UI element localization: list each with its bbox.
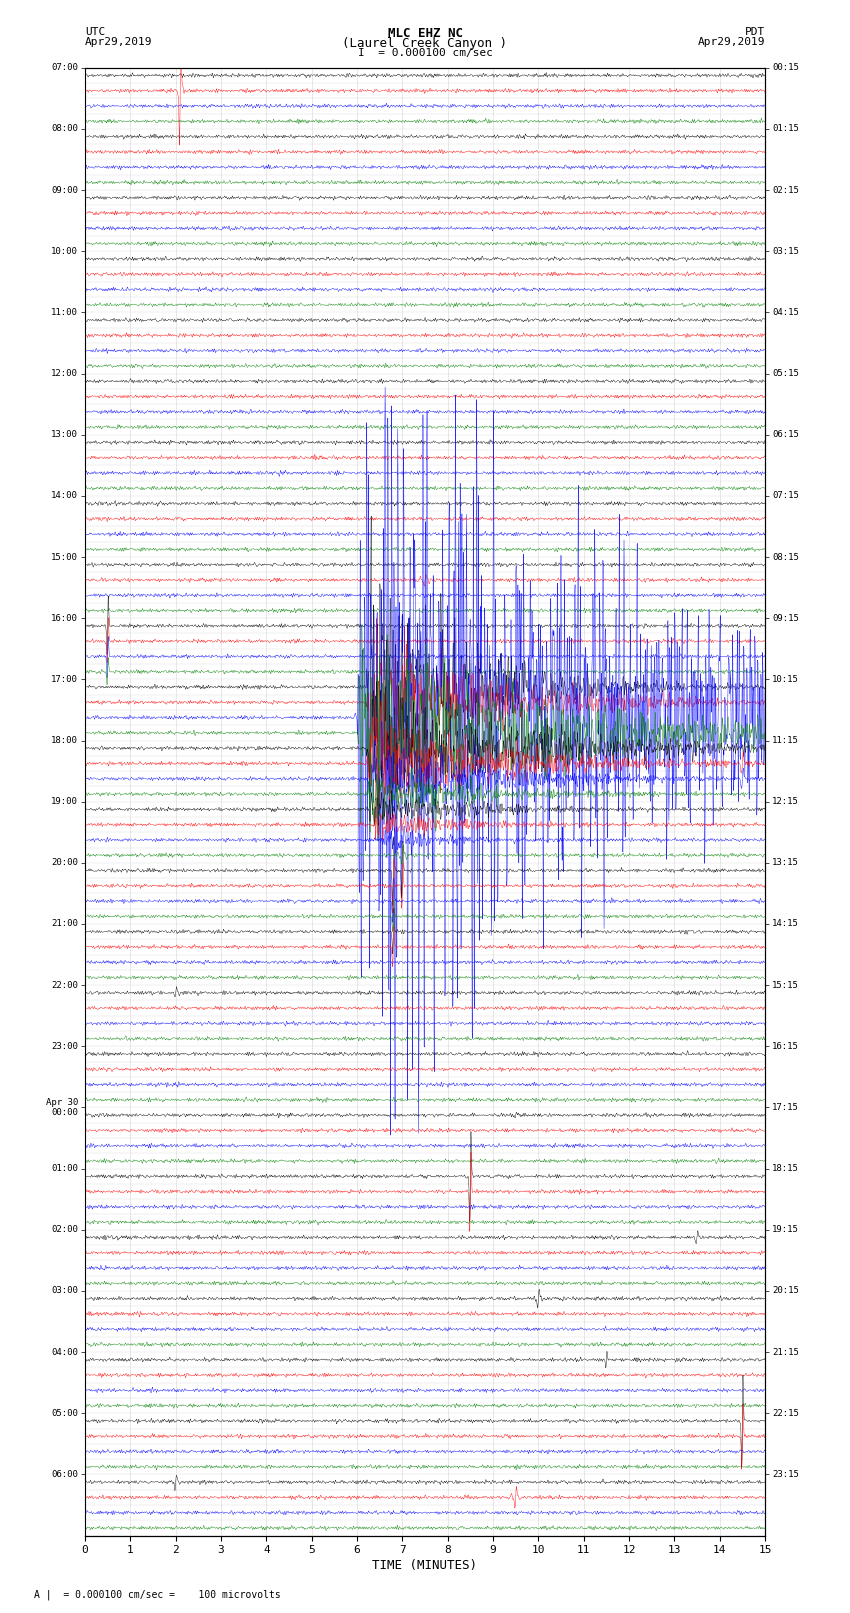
X-axis label: TIME (MINUTES): TIME (MINUTES) [372,1560,478,1573]
Text: Apr29,2019: Apr29,2019 [85,37,152,47]
Text: PDT: PDT [745,26,765,37]
Text: UTC: UTC [85,26,105,37]
Text: Apr29,2019: Apr29,2019 [698,37,765,47]
Text: MLC EHZ NC: MLC EHZ NC [388,26,462,40]
Text: A |  = 0.000100 cm/sec =    100 microvolts: A | = 0.000100 cm/sec = 100 microvolts [34,1589,280,1600]
Text: (Laurel Creek Canyon ): (Laurel Creek Canyon ) [343,37,507,50]
Text: I  = 0.000100 cm/sec: I = 0.000100 cm/sec [358,48,492,58]
